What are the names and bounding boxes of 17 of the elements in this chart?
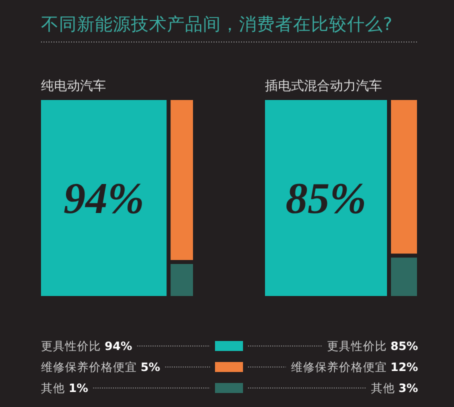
text: 不同新能源技术产品间，消费者在比较什么? <box>41 14 392 35</box>
category-label: 其他 <box>370 381 398 395</box>
data-label: 5% <box>140 360 161 374</box>
text: 94% <box>63 174 144 223</box>
category-label: 更具性价比 <box>41 339 105 353</box>
text: 纯电动汽车 <box>41 79 106 94</box>
text: 插电式混合动力汽车 <box>265 79 382 94</box>
data-label: 3% <box>398 381 418 395</box>
data-label: 12% <box>390 360 418 374</box>
data-label: 94% <box>104 339 133 353</box>
category-label: 维修保养价格便宜 <box>290 360 390 374</box>
text: 85% <box>286 174 366 223</box>
data-label: 85% <box>390 339 418 353</box>
category-label: 更具性价比 <box>326 339 390 353</box>
category-label: 其他 <box>41 381 69 395</box>
data-label: 1% <box>68 381 89 395</box>
category-label: 维修保养价格便宜 <box>41 360 141 374</box>
